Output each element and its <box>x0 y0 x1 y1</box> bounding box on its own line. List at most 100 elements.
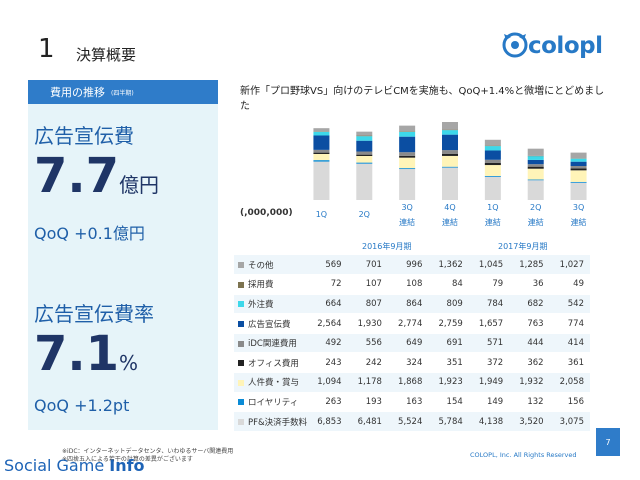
bar-segment-2-8 <box>399 125 416 132</box>
table-cell: 414 <box>549 333 590 354</box>
x-tick-line-5-1: 連結 <box>527 218 544 227</box>
bar-segment-4-2 <box>484 165 501 176</box>
x-tick-line-2-0: 3Q <box>401 203 413 212</box>
legend-swatch-icon <box>238 360 244 367</box>
table-row: PF&決済手数料 6,853 6,481 5,524 5,784 4,138 3,520 3,… <box>234 411 590 432</box>
bar-segment-0-8 <box>313 128 330 132</box>
table-cell: 107 <box>347 274 388 295</box>
table-cell: 72 <box>307 274 348 295</box>
table-cell: 49 <box>549 274 590 295</box>
bar-segment-2-7 <box>399 131 416 132</box>
row-label: 外注費 <box>248 299 274 310</box>
table-cell: 1,868 <box>387 372 429 393</box>
legend-swatch-icon <box>238 419 244 426</box>
description-text: 新作「プロ野球VS」向けのテレビCMを実施も、QoQ+1.4%と微増にとどめまし… <box>240 86 605 112</box>
x-tick-label-6: 3Q 連結 <box>564 202 594 229</box>
row-label: iDC関連費用 <box>248 339 297 350</box>
bar-segment-5-0 <box>527 180 544 200</box>
ad-cost-label: 広告宣伝費 <box>34 124 134 148</box>
table-row: 広告宣伝費 2,564 1,930 2,774 2,759 1,657 763 774 <box>234 313 590 334</box>
bar-segment-5-6 <box>527 156 544 160</box>
bar-segment-6-0 <box>570 182 587 200</box>
bar-segment-6-3 <box>570 168 587 171</box>
table-cell: 4,138 <box>468 411 510 432</box>
row-label-cell: その他 <box>234 255 308 276</box>
table-cell: 2,564 <box>307 313 348 334</box>
row-label-cell: 外注費 <box>234 294 308 315</box>
bar-segment-6-5 <box>570 161 587 167</box>
period-2016: 2016年9月期 <box>362 242 412 251</box>
stacked-bar-chart <box>313 122 587 200</box>
table-row: ロイヤリティ 263 193 163 154 149 132 156 <box>234 392 590 413</box>
ad-cost-value: 7.7億円 <box>34 148 159 204</box>
row-label-cell: PF&決済手数料 <box>234 411 308 432</box>
unit-label: (,000,000) <box>240 208 293 218</box>
table-cell: 809 <box>428 294 469 315</box>
x-tick-label-1: 2Q <box>349 209 379 221</box>
x-tick-line-5-0: 2Q <box>530 203 542 212</box>
ad-ratio-unit: % <box>119 351 139 375</box>
table-cell: 3,520 <box>509 411 550 432</box>
table-cell: 362 <box>509 352 550 374</box>
watermark-text: Social Game <box>4 456 110 475</box>
row-label-cell: iDC関連費用 <box>234 333 308 354</box>
table-cell: 108 <box>387 274 429 295</box>
bar-segment-3-6 <box>442 130 458 135</box>
table-cell: 1,930 <box>347 313 388 334</box>
bar-segment-5-5 <box>527 159 544 165</box>
table-row: その他 569 701 996 1,362 1,045 1,285 1,027 <box>234 255 590 276</box>
bar-segment-3-5 <box>442 134 458 151</box>
table-cell: 444 <box>509 333 550 354</box>
legend-swatch-icon <box>238 321 244 328</box>
table-cell: 361 <box>549 352 590 374</box>
table-cell: 84 <box>428 274 469 295</box>
table-cell: 1,923 <box>428 372 469 393</box>
watermark: Social Game Info <box>4 456 145 475</box>
bar-segment-0-3 <box>313 152 330 154</box>
bar-segment-6-1 <box>570 181 587 183</box>
table-cell: 242 <box>347 352 388 374</box>
ad-cost-number: 7.7 <box>34 148 120 204</box>
bar-segment-0-2 <box>313 153 330 161</box>
bar-segment-4-8 <box>484 139 501 146</box>
footnote-idc: ※iDC：インターネットデータセンタ、いわゆるサーバ関連費用 <box>62 448 234 455</box>
table-cell: 263 <box>307 392 348 413</box>
table-cell: 763 <box>509 313 550 334</box>
ad-ratio-number: 7.1 <box>34 326 120 382</box>
ad-cost-unit: 億円 <box>119 173 160 197</box>
bar-segment-2-1 <box>399 168 416 170</box>
table-cell: 193 <box>347 392 388 413</box>
x-tick-label-2: 3Q 連結 <box>392 202 422 229</box>
table-cell: 6,853 <box>307 411 348 432</box>
legend-swatch-icon <box>238 262 244 269</box>
table-cell: 163 <box>387 392 429 413</box>
x-tick-line-6-0: 3Q <box>572 203 585 212</box>
table-cell: 2,058 <box>549 372 590 393</box>
period-2017: 2017年9月期 <box>498 242 548 251</box>
legend-swatch-icon <box>238 301 244 308</box>
copyright: COLOPL, Inc. All Rights Reserved <box>470 451 577 459</box>
table-cell: 2,759 <box>428 313 469 334</box>
table-cell: 542 <box>549 294 590 315</box>
x-tick-line-6-1: 連結 <box>570 218 587 227</box>
bar-segment-6-6 <box>570 158 587 162</box>
bar-segment-5-3 <box>527 166 544 169</box>
table-cell: 5,524 <box>387 411 429 432</box>
table-cell: 79 <box>468 274 510 295</box>
bar-segment-3-2 <box>442 155 458 167</box>
colopl-logo-icon <box>502 32 528 58</box>
bar-segment-4-5 <box>484 150 501 160</box>
table-cell: 1,285 <box>509 255 550 276</box>
bar-segment-5-1 <box>527 179 544 181</box>
row-label: オフィス費用 <box>248 358 299 369</box>
table-cell: 1,949 <box>468 372 510 393</box>
row-label-cell: 人件費・賞与 <box>234 372 308 393</box>
watermark-bold: Info <box>109 456 145 475</box>
page-title: 決算概要 <box>76 46 137 64</box>
table-cell: 682 <box>509 294 550 315</box>
table-cell: 571 <box>468 333 510 354</box>
row-label: 広告宣伝費 <box>248 319 291 330</box>
bar-segment-2-4 <box>399 152 416 156</box>
row-label: ロイヤリティ <box>248 397 299 408</box>
summary-panel-header: 費用の推移 (四半期) <box>28 80 218 104</box>
